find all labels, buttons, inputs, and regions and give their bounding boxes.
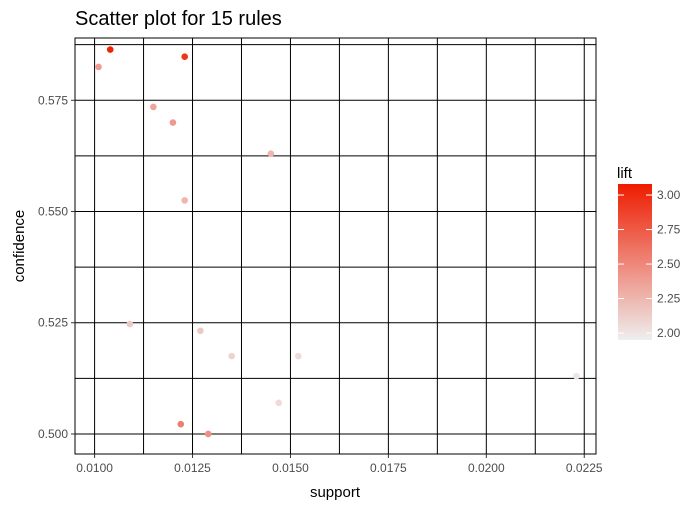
scatter-point [294, 352, 302, 360]
x-tick-label: 0.0200 [468, 461, 505, 475]
chart-title: Scatter plot for 15 rules [75, 8, 282, 30]
scatter-point [267, 150, 275, 157]
y-axis: 0.500 0.525 0.550 0.575 [38, 93, 75, 441]
x-tick-label: 0.0150 [272, 461, 309, 475]
data-points [95, 46, 580, 438]
x-tick-label: 0.0125 [174, 461, 211, 475]
y-tick-label: 0.525 [38, 316, 68, 330]
scatter-point [228, 352, 235, 360]
plot-panel [74, 37, 597, 455]
y-tick-label: 0.550 [38, 205, 68, 219]
scatter-point [573, 372, 580, 380]
grid-lines [75, 38, 596, 454]
scatter-point [197, 327, 204, 335]
x-tick-label: 0.0175 [370, 461, 407, 475]
scatter-point [95, 63, 102, 71]
scatter-point [204, 430, 212, 438]
y-axis-title: confidence [11, 210, 28, 283]
legend-title: lift [617, 165, 633, 182]
x-axis: 0.0100 0.0125 0.0150 0.0175 0.0200 0.0225 [76, 454, 603, 475]
y-tick-label: 0.500 [38, 427, 68, 441]
scatter-point [106, 46, 114, 53]
legend-label: 3.00 [657, 188, 681, 202]
scatter-point [150, 103, 157, 111]
legend-label: 2.75 [657, 223, 681, 237]
scatter-point [275, 399, 282, 407]
legend-label: 2.50 [657, 257, 681, 271]
legend-label: 2.25 [657, 292, 681, 306]
color-legend: lift 2.00 2.25 2.50 2.75 3.00 [617, 165, 681, 340]
x-tick-label: 0.0100 [76, 461, 113, 475]
scatter-point [177, 420, 185, 428]
scatter-point [181, 197, 188, 204]
scatter-point [126, 320, 134, 328]
scatter-point [181, 53, 188, 60]
legend-label: 2.00 [657, 326, 681, 340]
y-tick-label: 0.575 [38, 93, 68, 107]
x-axis-title: support [310, 484, 361, 501]
x-tick-label: 0.0225 [566, 461, 603, 475]
scatter-point [169, 119, 177, 126]
legend-colorbar [618, 184, 652, 340]
